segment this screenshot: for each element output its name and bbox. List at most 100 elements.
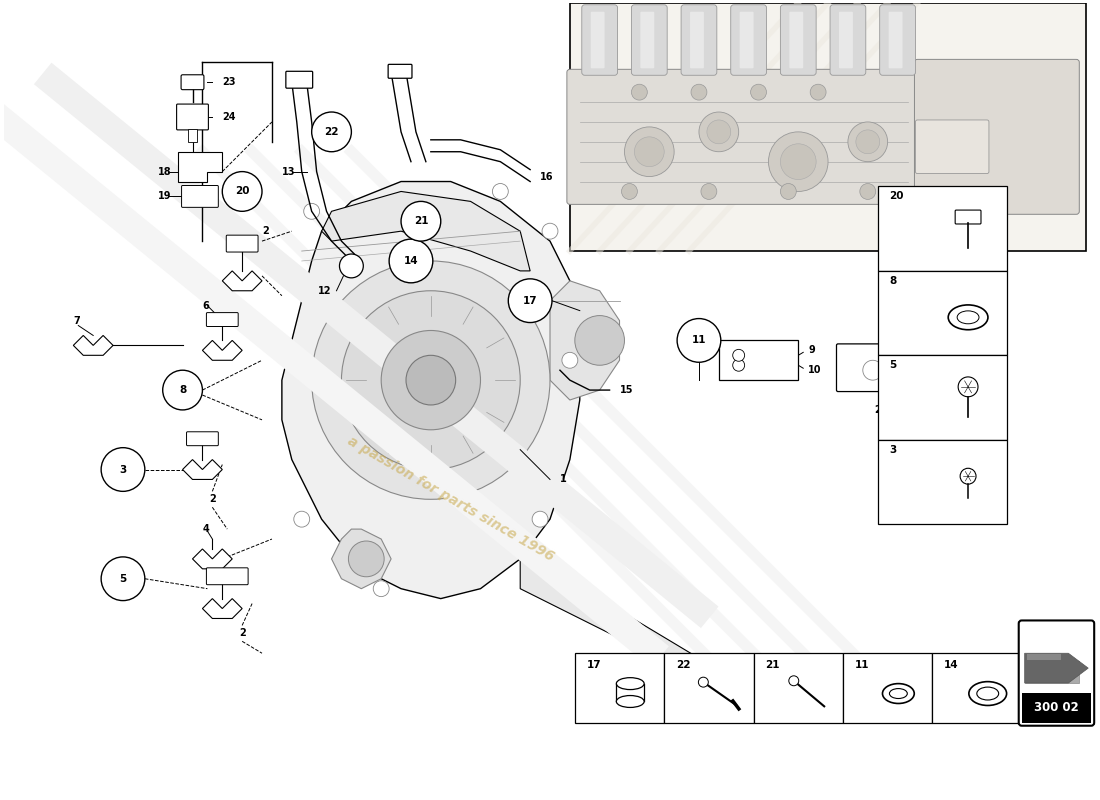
Text: 4: 4 xyxy=(202,524,209,534)
Text: 3: 3 xyxy=(120,465,127,474)
Circle shape xyxy=(493,183,508,199)
Circle shape xyxy=(678,318,721,362)
FancyBboxPatch shape xyxy=(177,104,208,130)
FancyBboxPatch shape xyxy=(566,70,921,204)
Text: 2: 2 xyxy=(874,405,881,415)
Text: 6: 6 xyxy=(202,301,209,310)
Text: 7: 7 xyxy=(74,315,80,326)
FancyBboxPatch shape xyxy=(839,12,853,68)
Ellipse shape xyxy=(616,695,645,707)
FancyBboxPatch shape xyxy=(830,5,866,75)
Circle shape xyxy=(101,448,145,491)
Text: 8: 8 xyxy=(890,276,896,286)
Bar xyxy=(878,186,1006,271)
Text: 5: 5 xyxy=(890,360,896,370)
Text: 2: 2 xyxy=(262,226,268,236)
Circle shape xyxy=(769,132,828,191)
Text: 24: 24 xyxy=(222,112,235,122)
FancyBboxPatch shape xyxy=(182,186,218,207)
FancyBboxPatch shape xyxy=(182,74,204,90)
Circle shape xyxy=(304,203,320,219)
Text: 12: 12 xyxy=(318,286,331,296)
Circle shape xyxy=(733,359,745,371)
Circle shape xyxy=(631,84,647,100)
Text: 19: 19 xyxy=(157,191,172,202)
Text: 11: 11 xyxy=(692,335,706,346)
FancyBboxPatch shape xyxy=(1019,621,1094,726)
Circle shape xyxy=(542,223,558,239)
Circle shape xyxy=(101,557,145,601)
Polygon shape xyxy=(550,281,619,400)
FancyBboxPatch shape xyxy=(914,59,1079,214)
Circle shape xyxy=(780,144,816,179)
FancyBboxPatch shape xyxy=(718,341,799,380)
FancyBboxPatch shape xyxy=(582,5,617,75)
Circle shape xyxy=(373,581,389,597)
Circle shape xyxy=(733,350,745,362)
FancyBboxPatch shape xyxy=(880,5,915,75)
Ellipse shape xyxy=(948,305,988,330)
Text: 10: 10 xyxy=(808,366,822,375)
Bar xyxy=(1025,661,1079,683)
FancyBboxPatch shape xyxy=(681,5,717,75)
Text: 20: 20 xyxy=(890,191,904,202)
Circle shape xyxy=(402,202,441,241)
Circle shape xyxy=(811,84,826,100)
Polygon shape xyxy=(202,598,242,618)
Circle shape xyxy=(862,360,882,380)
Bar xyxy=(1026,654,1061,660)
FancyBboxPatch shape xyxy=(187,129,198,142)
Circle shape xyxy=(750,84,767,100)
Text: 23: 23 xyxy=(222,78,235,87)
FancyBboxPatch shape xyxy=(836,344,909,391)
FancyBboxPatch shape xyxy=(889,12,902,68)
Circle shape xyxy=(341,290,520,470)
Circle shape xyxy=(389,239,432,283)
FancyBboxPatch shape xyxy=(187,432,218,446)
Bar xyxy=(664,654,754,722)
FancyBboxPatch shape xyxy=(227,235,258,252)
Text: 2: 2 xyxy=(239,628,245,638)
Ellipse shape xyxy=(969,682,1006,706)
Circle shape xyxy=(691,84,707,100)
FancyBboxPatch shape xyxy=(640,12,654,68)
Polygon shape xyxy=(282,182,580,598)
FancyBboxPatch shape xyxy=(591,12,605,68)
FancyBboxPatch shape xyxy=(570,2,1087,251)
Bar xyxy=(1022,693,1091,722)
Polygon shape xyxy=(177,152,222,182)
Text: 8: 8 xyxy=(179,385,186,395)
Ellipse shape xyxy=(890,689,908,698)
Polygon shape xyxy=(183,459,222,479)
FancyBboxPatch shape xyxy=(739,12,754,68)
Circle shape xyxy=(701,183,717,199)
FancyBboxPatch shape xyxy=(915,120,989,174)
FancyBboxPatch shape xyxy=(790,12,803,68)
Text: 3: 3 xyxy=(890,445,896,454)
Circle shape xyxy=(947,350,987,390)
Circle shape xyxy=(856,130,880,154)
Polygon shape xyxy=(331,529,392,589)
Text: 18: 18 xyxy=(157,166,172,177)
Polygon shape xyxy=(222,271,262,290)
Polygon shape xyxy=(321,191,530,271)
Circle shape xyxy=(789,676,799,686)
FancyBboxPatch shape xyxy=(780,5,816,75)
Text: 14: 14 xyxy=(944,660,959,670)
FancyBboxPatch shape xyxy=(631,5,668,75)
FancyBboxPatch shape xyxy=(955,210,981,224)
Polygon shape xyxy=(74,335,113,355)
FancyBboxPatch shape xyxy=(690,12,704,68)
Text: 9: 9 xyxy=(808,346,815,355)
Circle shape xyxy=(349,541,384,577)
Text: 13: 13 xyxy=(282,166,296,177)
Text: 17: 17 xyxy=(522,296,538,306)
Text: 14: 14 xyxy=(404,256,418,266)
Ellipse shape xyxy=(616,678,645,690)
Bar xyxy=(878,440,1006,524)
Text: 1: 1 xyxy=(560,474,566,485)
Text: 21: 21 xyxy=(414,216,428,226)
Circle shape xyxy=(698,112,739,152)
FancyBboxPatch shape xyxy=(207,568,249,585)
Bar xyxy=(878,271,1006,355)
